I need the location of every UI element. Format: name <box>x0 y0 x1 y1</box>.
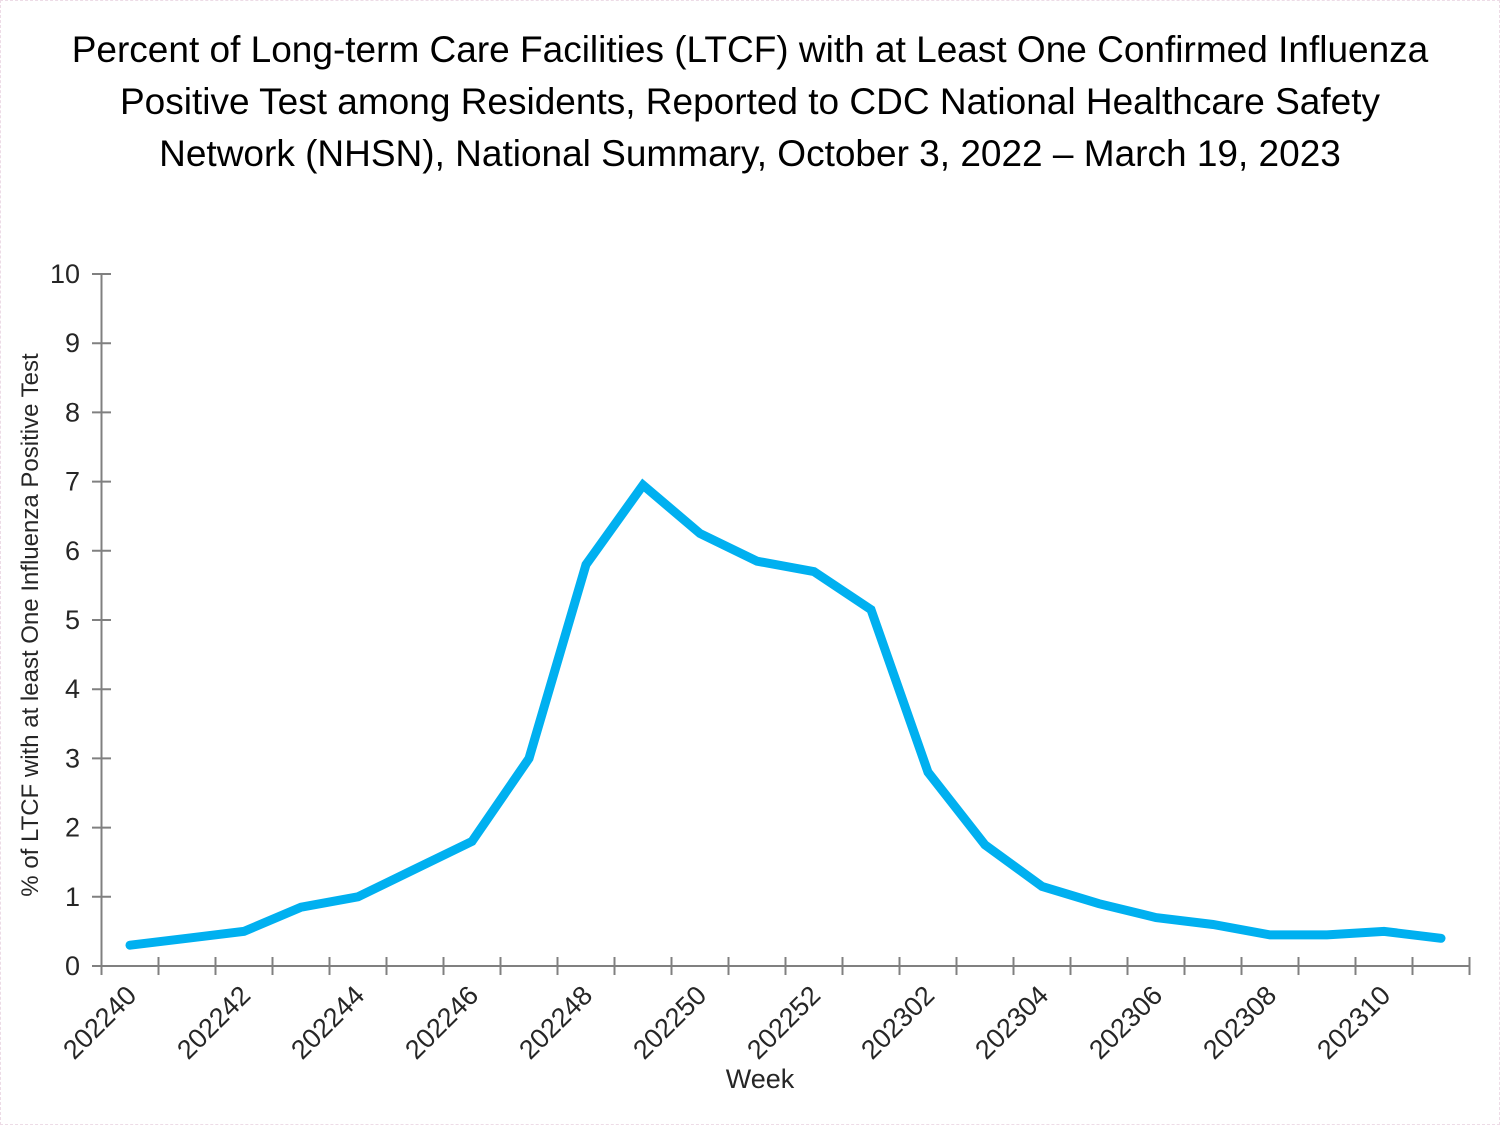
y-axis-tick-labels: 0 1 2 3 4 5 6 7 8 9 10 <box>50 259 80 981</box>
x-tick-label: 202306 <box>1083 980 1168 1065</box>
y-tick-label: 6 <box>65 536 80 566</box>
y-tick-label: 10 <box>50 259 80 289</box>
y-tick-label: 3 <box>65 743 80 773</box>
x-tick-label: 202246 <box>399 980 484 1065</box>
x-tick-label: 202302 <box>855 980 940 1065</box>
chart-title-line-1: Percent of Long-term Care Facilities (LT… <box>71 29 1429 70</box>
y-tick-label: 1 <box>65 882 80 912</box>
chart-title: Percent of Long-term Care Facilities (LT… <box>0 24 1500 180</box>
chart-title-line-2: Positive Test among Residents, Reported … <box>119 81 1380 122</box>
x-axis-tick-labels: 202240 202242 202244 202246 202248 202250 2022… <box>57 980 1396 1065</box>
y-tick-label: 4 <box>65 674 80 704</box>
x-tick-label: 202242 <box>171 980 256 1065</box>
y-tick-label: 5 <box>65 605 80 635</box>
y-tick-label: 2 <box>65 813 80 843</box>
x-axis-title: Week <box>726 1064 795 1094</box>
y-tick-label: 7 <box>65 467 80 497</box>
x-tick-label: 202252 <box>741 980 826 1065</box>
influenza-positive-series-line <box>125 478 1446 950</box>
y-tick-label: 9 <box>65 328 80 358</box>
chart-title-line-3: Network (NHSN), National Summary, Octobe… <box>159 133 1341 174</box>
x-tick-label: 202310 <box>1311 980 1396 1065</box>
y-axis-title: % of LTCF with at least One Influenza Po… <box>17 353 44 897</box>
x-tick-label: 202244 <box>285 980 370 1065</box>
y-tick-label: 8 <box>65 397 80 427</box>
x-tick-label: 202304 <box>969 980 1054 1065</box>
x-tick-label: 202250 <box>627 980 712 1065</box>
x-tick-label: 202240 <box>57 980 142 1065</box>
x-tick-label: 202248 <box>513 980 598 1065</box>
y-tick-label: 0 <box>65 951 80 981</box>
x-tick-label: 202308 <box>1197 980 1282 1065</box>
